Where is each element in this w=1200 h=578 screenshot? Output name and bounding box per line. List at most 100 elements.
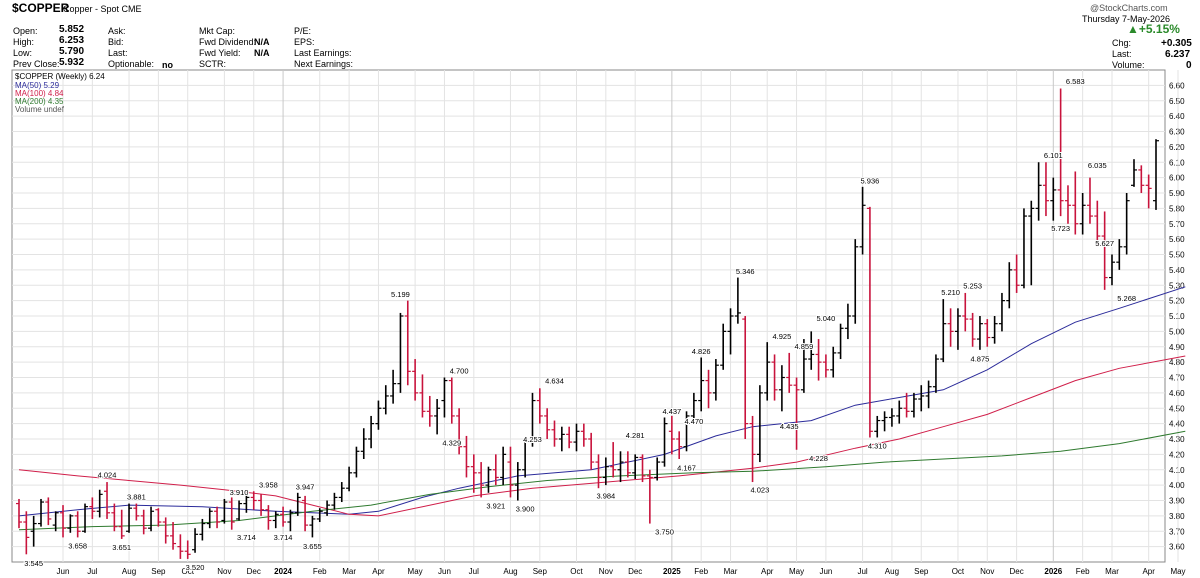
ohlc-bar (184, 540, 191, 559)
x-tick-label: May (789, 567, 804, 576)
x-tick-label: 2026 (1044, 567, 1062, 576)
data-label: 4.859 (795, 342, 814, 351)
ohlc-bar (742, 316, 749, 439)
x-tick-label: Aug (503, 567, 517, 576)
y-tick-label: 4.90 (1169, 343, 1185, 352)
ohlc-bar (38, 498, 45, 527)
data-label: 4.023 (750, 486, 769, 495)
ohlc-bar (30, 515, 37, 547)
y-tick-label: 6.10 (1169, 158, 1185, 167)
y-tick-label: 4.80 (1169, 358, 1185, 367)
x-tick-label: Feb (1076, 567, 1090, 576)
ohlc-bar (250, 491, 257, 510)
ohlc-bar (507, 446, 514, 498)
ohlc-bar (485, 466, 492, 493)
ohlc-bar (346, 466, 353, 492)
change-percent: ▲+5.15% (1127, 22, 1180, 36)
ohlc-bar (155, 508, 162, 527)
quote-label: Fwd Dividend: (199, 37, 257, 47)
ohlc-bar (668, 415, 675, 455)
x-tick-label: May (408, 567, 423, 576)
ohlc-bar (1028, 200, 1035, 286)
ohlc-bar (764, 342, 771, 401)
y-tick-label: 5.20 (1169, 297, 1185, 306)
y-tick-label: 4.40 (1169, 420, 1185, 429)
ohlc-bar (302, 495, 309, 532)
ohlc-bar (749, 415, 756, 483)
ohlc-bar (1006, 262, 1013, 309)
y-tick-label: 3.90 (1169, 497, 1185, 506)
ohlc-bar (522, 439, 529, 478)
data-label: 4.925 (772, 332, 791, 341)
quote-value: 5.790 (59, 46, 85, 57)
data-label: 5.253 (963, 281, 982, 290)
y-tick-label: 4.10 (1169, 466, 1185, 475)
ohlc-bar (940, 299, 947, 363)
quote-value: N/A (254, 37, 270, 47)
quote-label: EPS: (294, 37, 315, 47)
ohlc-bar (800, 339, 807, 393)
ohlc-bar (874, 415, 881, 438)
ohlc-bar (74, 511, 81, 538)
ohlc-bar (463, 435, 470, 478)
x-tick-label: 2024 (274, 567, 292, 576)
quote-header: $COPPER Copper - Spot CME @StockCharts.c… (0, 0, 1200, 71)
x-tick-label: Mar (1105, 567, 1119, 576)
ohlc-bar (456, 408, 463, 455)
data-label: 3.984 (596, 492, 615, 501)
ohlc-bar (338, 482, 345, 503)
data-label: 5.346 (736, 267, 755, 276)
quote-label: Low: (13, 48, 33, 58)
y-tick-label: 6.50 (1169, 97, 1185, 106)
x-tick-label: Jul (87, 567, 97, 576)
data-label: 4.024 (98, 470, 117, 479)
ohlc-bar (368, 415, 375, 449)
ohlc-bar (595, 454, 602, 489)
symbol: $COPPER (12, 1, 70, 15)
quote-value: 6.253 (59, 35, 85, 46)
quote-label: Fwd Yield: (199, 48, 241, 58)
ohlc-bar (192, 528, 199, 553)
x-tick-label: Dec (1010, 567, 1024, 576)
x-tick-label: Apr (1142, 567, 1155, 576)
ohlc-bar (1130, 159, 1137, 187)
ohlc-bar (610, 442, 617, 478)
y-tick-label: 4.60 (1169, 389, 1185, 398)
ohlc-bar (1108, 254, 1115, 286)
ohlc-bar (1153, 139, 1159, 210)
ohlc-bar (441, 377, 448, 418)
ohlc-bar (624, 451, 631, 478)
ohlc-bar (808, 331, 815, 370)
ohlc-bar (45, 497, 52, 526)
ohlc-bar (698, 357, 705, 412)
ohlc-bar (294, 492, 301, 516)
data-label: 3.910 (230, 488, 249, 497)
watermark: @StockCharts.com (1090, 3, 1168, 13)
ohlc-bar (1013, 254, 1020, 293)
ohlc-bar (962, 292, 969, 332)
ohlc-bar (353, 446, 360, 478)
ohlc-bar (243, 494, 250, 513)
ohlc-bar (602, 457, 609, 486)
data-label: 5.040 (817, 314, 836, 323)
y-tick-label: 3.60 (1169, 543, 1185, 552)
ohlc-bar (734, 277, 741, 324)
ohlc-bar (1064, 185, 1071, 224)
x-tick-label: Dec (247, 567, 261, 576)
data-label: 4.875 (971, 355, 990, 364)
y-tick-label: 5.30 (1169, 281, 1185, 290)
quote-label: Open: (13, 26, 38, 36)
ohlc-bar (280, 506, 287, 527)
ohlc-bar (214, 506, 221, 529)
ohlc-bar (690, 392, 697, 424)
ohlc-bar (170, 522, 177, 550)
quote-label: Prev Close: (13, 59, 60, 69)
ohlc-bar (331, 492, 338, 510)
quote-value: +0.305 (1161, 38, 1192, 49)
ohlc-bar (991, 316, 998, 344)
y-tick-label: 5.40 (1169, 266, 1185, 275)
ohlc-bar (82, 503, 89, 533)
ohlc-bar (925, 380, 932, 409)
ohlc-bar (375, 400, 382, 430)
ohlc-bar (947, 308, 954, 347)
